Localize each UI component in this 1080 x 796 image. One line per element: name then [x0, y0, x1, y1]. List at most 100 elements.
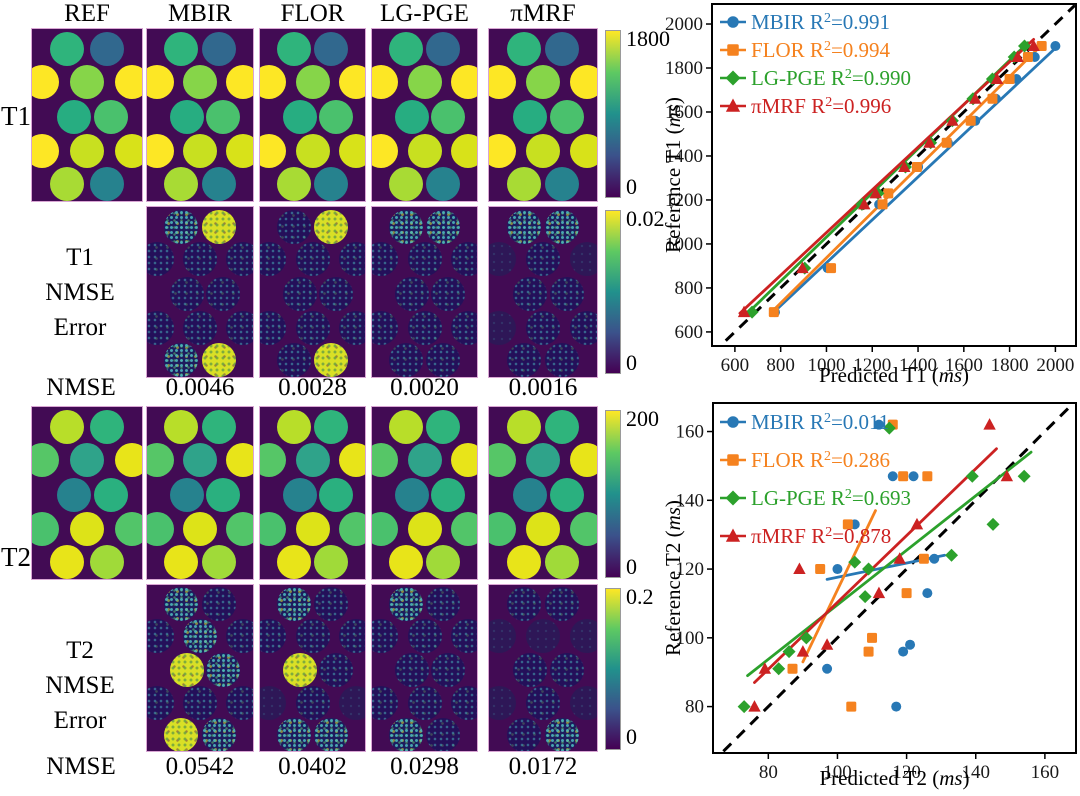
phantom-vial: [32, 442, 59, 477]
data-point-πMRF: [869, 186, 882, 199]
error-map-vial: [202, 209, 237, 244]
x-tick-label: 1800: [991, 355, 1029, 376]
data-point-FLOR: [1022, 52, 1033, 63]
data-point-πMRF: [946, 114, 959, 126]
error-map-vial: [338, 310, 365, 345]
error-map-vial: [489, 242, 516, 277]
phantom-vial: [407, 64, 442, 99]
phantom-vial: [388, 544, 423, 579]
phantom-vial: [163, 166, 198, 201]
legend-label-MBIR: MBIR R2=0.011: [751, 410, 889, 434]
data-point-FLOR: [768, 307, 779, 318]
identity-line: [722, 403, 1074, 753]
error-map-vial: [450, 618, 477, 653]
error-map-vial: [226, 686, 253, 721]
error-map-vial: [147, 686, 174, 721]
error-map-vial: [338, 686, 365, 721]
t1-map-panel-LG-PGE: [371, 28, 478, 202]
phantom-vial: [202, 410, 237, 444]
phantom-vial: [545, 410, 580, 444]
data-point-MBIR: [898, 646, 909, 657]
phantom-vial: [32, 134, 59, 169]
phantom-vial: [489, 134, 516, 169]
legend-marker-πMRF: [725, 528, 741, 542]
phantom-vial: [314, 410, 349, 444]
phantom-vial: [70, 134, 104, 169]
t2-error-panel-πMRF: [488, 584, 598, 752]
phantom-vial: [570, 442, 597, 477]
error-map-vial: [450, 242, 477, 277]
phantom-vial: [545, 544, 580, 579]
column-header-lgpge: LG-PGE: [380, 0, 469, 27]
error-map-vial: [489, 618, 516, 653]
legend-marker-FLOR: [727, 44, 739, 56]
data-point-πMRF: [910, 517, 924, 530]
y-tick-label: 1400: [665, 146, 703, 167]
error-map-vial: [394, 276, 429, 311]
data-point-πMRF: [923, 136, 936, 148]
data-point-FLOR: [815, 564, 826, 575]
phantom-vial: [407, 512, 442, 547]
error-map-vial: [388, 717, 423, 751]
phantom-vial: [426, 410, 461, 444]
error-map-vial: [450, 310, 477, 345]
phantom-vial: [394, 99, 429, 134]
phantom-vial: [170, 99, 205, 134]
error-map-vial: [260, 686, 287, 721]
error-map-vial: [338, 242, 365, 277]
phantom-vial: [338, 512, 365, 547]
phantom-vial: [32, 512, 59, 547]
data-point-πMRF: [969, 92, 982, 104]
error-map-vial: [407, 310, 442, 345]
error-map-vial: [513, 276, 548, 311]
x-tick-label: 140: [961, 762, 990, 783]
data-point-πMRF: [796, 645, 810, 657]
error-map-vial: [388, 587, 423, 622]
data-point-LG-PGE: [862, 562, 876, 576]
phantom-vial: [506, 544, 541, 579]
error-map-vial: [526, 242, 560, 277]
phantom-vial: [526, 64, 560, 99]
phantom-vial: [260, 64, 287, 99]
error-map-vial: [147, 242, 174, 277]
x-tick-label: 800: [766, 355, 795, 376]
row-label-line: Error: [53, 314, 107, 341]
row-label-t1: T1: [1, 101, 31, 131]
error-map-vial: [394, 652, 429, 687]
row-label-line: NMSE: [45, 672, 115, 699]
phantom-vial: [202, 32, 237, 66]
data-point-FLOR: [941, 137, 952, 148]
t2-nmse-value-mbir: 0.0542: [165, 753, 235, 780]
phantom-vial: [89, 166, 124, 201]
phantom-vial: [489, 64, 516, 99]
x-tick-label: 80: [759, 762, 778, 783]
data-point-MBIR: [873, 419, 884, 430]
t1-map-panel-MBIR: [146, 28, 254, 202]
y-tick-label: 100: [676, 628, 705, 649]
error-map-vial: [147, 310, 174, 345]
data-point-LG-PGE: [745, 305, 759, 319]
error-map-vial: [489, 686, 516, 721]
data-point-LG-PGE: [782, 645, 796, 659]
error-map-vial: [202, 343, 237, 377]
data-point-πMRF: [793, 562, 806, 575]
phantom-vial: [89, 544, 124, 579]
t2-map-colorbar: [605, 410, 621, 578]
t1-nmse-value-flor: 0.0028: [278, 374, 347, 401]
data-point-πMRF: [758, 662, 772, 674]
error-map-vial: [372, 242, 399, 277]
y-tick-label: 1800: [665, 58, 703, 79]
data-point-FLOR: [877, 199, 888, 210]
phantom-vial: [115, 64, 142, 99]
phantom-vial: [170, 477, 205, 512]
column-header-flor: FLOR: [280, 0, 345, 27]
phantom-vial: [94, 477, 129, 512]
error-map-vial: [163, 343, 198, 377]
phantom-vial: [115, 442, 142, 477]
error-map-vial: [206, 652, 241, 687]
t2-map-colorbar-max: 200: [626, 406, 659, 431]
plot-border: [711, 3, 1077, 347]
phantom-vial: [450, 512, 477, 547]
error-map-vial: [549, 652, 584, 687]
error-map-vial: [170, 276, 205, 311]
